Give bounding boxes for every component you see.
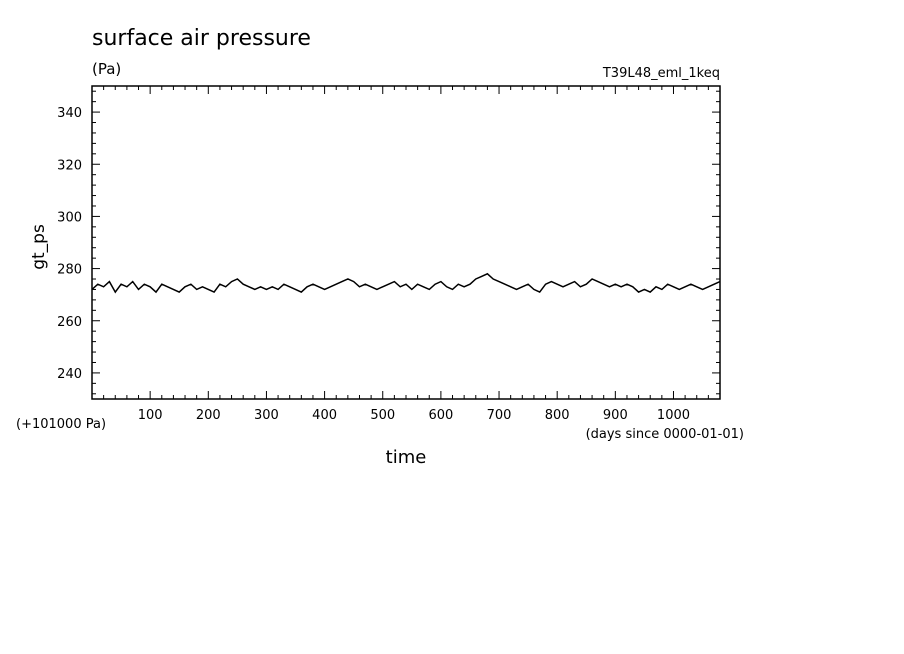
x-tick-label: 100 [138,408,163,423]
x-tick-label: 800 [545,408,570,423]
x-axis-label: time [386,447,427,468]
y-tick-label: 280 [57,263,82,278]
x-axis-ticks: 100 200 300 400 500 600 700 800 900 1000 [103,86,709,423]
x-tick-label: 900 [603,408,628,423]
x-units-label: (days since 0000-01-01) [586,427,744,442]
run-label: T39L48_eml_1keq [602,66,720,81]
series-line-gt-ps [91,272,721,294]
y-offset-label: (+101000 Pa) [16,417,106,432]
y-tick-label: 260 [57,315,82,330]
units-label: (Pa) [92,60,121,78]
y-tick-label: 320 [57,158,82,173]
y-axis-ticks: 240 260 280 300 320 340 [57,90,720,395]
x-tick-label: 600 [428,408,453,423]
plot-frame [91,85,721,400]
x-tick-label: 200 [196,408,221,423]
x-tick-label: 1000 [657,408,690,423]
x-tick-label: 300 [254,408,279,423]
y-axis-label: gt_ps [29,224,49,270]
x-tick-label: 700 [487,408,512,423]
y-tick-label: 300 [57,210,82,225]
y-tick-label: 340 [57,106,82,121]
x-tick-label: 400 [312,408,337,423]
x-tick-label: 500 [370,408,395,423]
chart-title: surface air pressure [92,26,311,51]
y-tick-label: 240 [57,367,82,382]
